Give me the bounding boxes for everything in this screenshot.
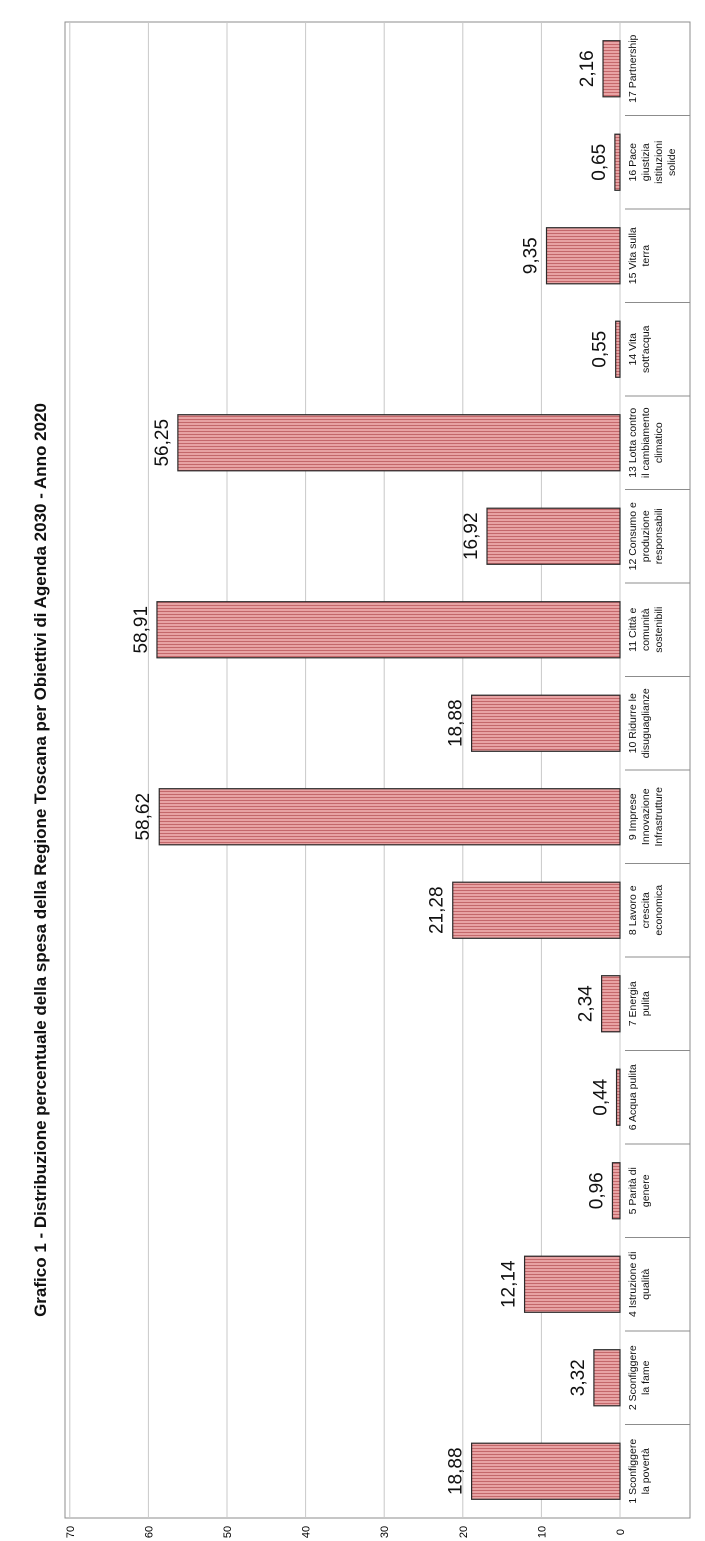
- category-label: 10 Ridurre le: [627, 693, 639, 753]
- data-label: 0,55: [590, 331, 611, 368]
- category-label: sostenibili: [653, 607, 665, 653]
- category-label: la fame: [640, 1360, 652, 1395]
- category-label: terra: [640, 245, 652, 267]
- bar: [452, 881, 621, 939]
- category-label: Infrastrutture: [653, 787, 665, 847]
- category-label: 8 Lavoro e: [627, 885, 639, 935]
- category-label: climatico: [653, 422, 665, 463]
- bar: [615, 1068, 621, 1126]
- category-label: 14 Vita: [627, 333, 639, 366]
- category-label: genere: [640, 1174, 652, 1207]
- data-label: 0,65: [589, 144, 610, 181]
- y-tick-label: 60: [143, 1526, 155, 1538]
- bar: [593, 1349, 621, 1407]
- category-label: solide: [666, 148, 678, 176]
- bar: [611, 1162, 621, 1220]
- category-label: 15 Vita sulla: [627, 227, 639, 284]
- category-label: produzione: [640, 510, 652, 562]
- category-label: 2 Sconfiggere: [627, 1345, 639, 1410]
- data-label: 16,92: [461, 512, 482, 560]
- data-label: 18,88: [446, 1447, 467, 1495]
- bar: [156, 601, 621, 659]
- data-label: 18,88: [446, 699, 467, 747]
- bar: [471, 694, 621, 752]
- category-label: pulita: [640, 991, 652, 1016]
- data-label: 58,91: [131, 606, 152, 654]
- data-label: 0,96: [586, 1172, 607, 1209]
- y-tick-label: 40: [301, 1526, 313, 1538]
- data-label: 2,16: [577, 50, 598, 87]
- category-label: 11 Città e: [627, 608, 639, 652]
- category-label: economica: [653, 885, 665, 936]
- y-tick-label: 10: [536, 1526, 548, 1538]
- bar: [601, 975, 621, 1033]
- y-tick-label: 0: [615, 1529, 627, 1535]
- category-label: 7 Energia: [627, 981, 639, 1026]
- category-label: giustizia: [640, 143, 652, 181]
- category-label: 1 Sconfiggere: [627, 1439, 639, 1504]
- category-label: 13 Lotta contro: [627, 408, 639, 478]
- category-label: crescita: [640, 892, 652, 928]
- category-label: qualità: [640, 1269, 652, 1300]
- data-label: 3,32: [568, 1359, 589, 1396]
- category-label: sott'acqua: [640, 325, 652, 373]
- category-label: la povertà: [640, 1448, 652, 1494]
- data-label: 12,14: [499, 1260, 520, 1308]
- data-label: 21,28: [427, 886, 448, 934]
- y-tick-label: 20: [458, 1526, 470, 1538]
- category-label: responsabili: [653, 508, 665, 564]
- y-tick-label: 70: [65, 1526, 77, 1538]
- category-label: 12 Consumo e: [627, 502, 639, 570]
- bar: [614, 133, 621, 191]
- data-label: 2,34: [576, 985, 597, 1022]
- category-label: 9 Imprese: [627, 793, 639, 840]
- bar: [602, 40, 621, 98]
- data-label: 0,44: [591, 1078, 612, 1115]
- bar: [523, 1255, 621, 1313]
- category-label: il cambiamento: [640, 407, 652, 478]
- category-label: 6 Acqua pulita: [627, 1064, 639, 1130]
- category-label: 4 Istruzione di: [627, 1252, 639, 1317]
- bar: [486, 507, 621, 565]
- category-label: istituzioni: [653, 141, 665, 184]
- category-label: 16 Pace: [627, 143, 639, 182]
- category-label: 5 Parità di: [627, 1167, 639, 1214]
- bar: [545, 227, 621, 285]
- category-label: disuguaglianze: [640, 688, 652, 758]
- bar: [471, 1442, 621, 1500]
- data-label: 9,35: [521, 237, 542, 274]
- data-label: 58,62: [133, 793, 154, 841]
- category-label: Innovazione: [640, 788, 652, 845]
- bar: [615, 320, 621, 378]
- bar: [177, 414, 621, 472]
- bar: [158, 788, 621, 846]
- y-tick-label: 30: [379, 1526, 391, 1538]
- category-label: 17 Partnership: [627, 34, 639, 102]
- data-label: 56,25: [152, 419, 173, 467]
- y-tick-label: 50: [222, 1526, 234, 1538]
- chart-title: Grafico 1 - Distribuzione percentuale de…: [31, 403, 50, 1317]
- category-label: comunità: [640, 608, 652, 651]
